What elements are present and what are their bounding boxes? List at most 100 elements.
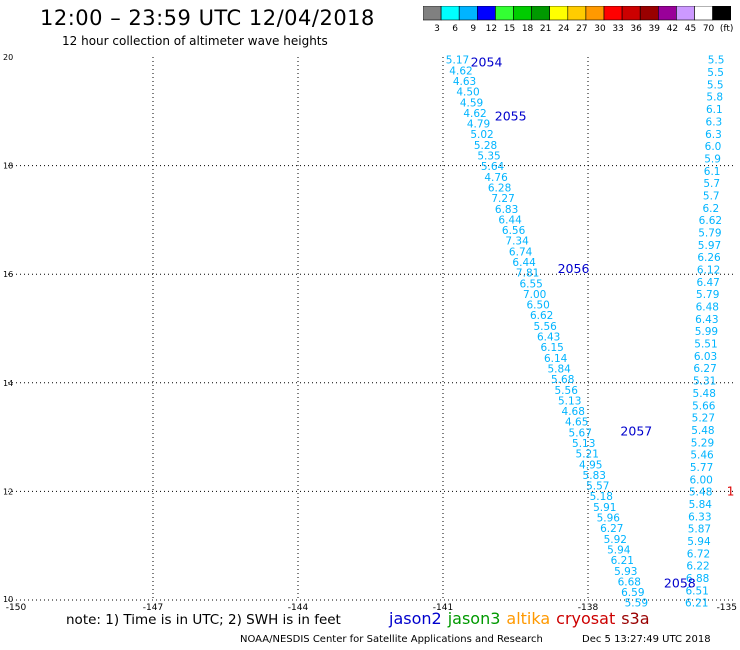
wave-height-label: 4.68	[562, 406, 585, 418]
wave-height-label: 6.62	[699, 215, 722, 227]
wave-height-label: 5.93	[614, 566, 637, 578]
wave-height-label: 6.21	[685, 598, 708, 610]
wave-height-label: 6.74	[509, 246, 533, 258]
colorbar-label: 3	[434, 24, 440, 34]
wave-height-label: 6.1	[706, 104, 723, 116]
wave-height-label: 5.99	[695, 326, 718, 338]
satellite-legend: jason2 jason3 altika cryosat s3a	[389, 609, 656, 628]
wave-height-label: 5.5	[707, 67, 724, 79]
wave-height-label: 5.94	[687, 536, 711, 548]
wave-height-label: 6.28	[488, 182, 511, 194]
wave-height-label: 4.79	[467, 119, 490, 131]
wave-height-label: 5.68	[551, 374, 574, 386]
wave-height-label: 7.00	[523, 289, 546, 301]
wave-height-label: 5.31	[693, 376, 716, 388]
wave-height-label: 5.5	[707, 79, 724, 91]
wave-height-label: 4.76	[484, 172, 508, 184]
y-tick-label: 14	[3, 379, 13, 388]
wave-height-label: 6.21	[611, 555, 634, 567]
colorbar-label: 45	[685, 24, 696, 34]
colorbar-label: (ft)	[720, 24, 733, 34]
wave-height-label: 5.27	[692, 413, 715, 425]
colorbar-label: 70	[703, 24, 715, 34]
wave-height-label: 5.96	[597, 513, 621, 525]
wave-height-label: 5.64	[481, 161, 505, 173]
wave-height-label: 5.79	[698, 227, 721, 239]
wave-height-label: 5.79	[696, 289, 719, 301]
wave-height-label: 6.00	[689, 474, 712, 486]
wave-height-label: 4.62	[463, 108, 486, 120]
y-tick-label: 10	[3, 595, 13, 604]
colorbar-label: 27	[576, 24, 587, 34]
wave-height-label: 6.15	[540, 342, 563, 354]
wave-height-label: 4.50	[456, 87, 479, 99]
wave-height-label: 5.18	[590, 491, 613, 503]
wave-height-label: 5.28	[474, 140, 497, 152]
wave-height-label: 5.9	[704, 153, 721, 165]
wave-height-label: 6.43	[537, 332, 560, 344]
pass-number-label: 2058	[664, 576, 696, 591]
wave-height-label: 5.84	[547, 363, 571, 375]
wave-height-label: 6.26	[697, 252, 721, 264]
colorbar-label: 9	[470, 24, 476, 34]
wave-height-label: 5.94	[607, 544, 631, 556]
wave-height-label: 5.51	[694, 339, 717, 351]
wave-height-label: 6.83	[495, 204, 518, 216]
wave-height-label: 6.48	[696, 302, 719, 314]
satellite-name-altika: altika	[506, 609, 551, 628]
wave-height-label: 4.59	[460, 97, 483, 109]
wave-height-label: 6.03	[694, 351, 717, 363]
wave-height-label: 6.59	[621, 587, 644, 599]
wave-height-label: 6.1	[704, 166, 721, 178]
wave-height-label: 6.14	[544, 353, 568, 365]
wave-height-label: 5.21	[576, 449, 599, 461]
x-tick-label: -150	[6, 603, 27, 612]
wave-height-label: 5.91	[593, 502, 616, 514]
satellite-name-jason3: jason3	[447, 609, 501, 628]
wave-height-label: 6.88	[686, 573, 709, 585]
wave-height-label: 5.92	[604, 534, 627, 546]
wave-height-label: 6.56	[502, 225, 526, 237]
wave-height-label: 5.83	[583, 470, 606, 482]
colorbar-label: 30	[594, 24, 606, 34]
wave-height-label: 5.59	[625, 598, 648, 610]
wave-height-label: 5.8	[706, 92, 723, 104]
wave-height-label: 4.63	[453, 76, 476, 88]
colorbar-label: 21	[540, 24, 551, 34]
wave-height-label: 6.50	[526, 300, 549, 312]
wave-height-label: 5.35	[477, 151, 500, 163]
wave-height-label: 5.84	[689, 499, 713, 511]
x-tick-label: -141	[433, 603, 453, 612]
colorbar-label: 33	[612, 24, 623, 34]
wave-height-label: 7.34	[505, 236, 529, 248]
wave-height-label: 5.56	[533, 321, 557, 333]
colorbar-label: 42	[667, 24, 678, 34]
wave-height-label: 7.27	[491, 193, 514, 205]
color-scale-legend: 3 6 9 12 15 18 21 24 27 30 33 36 39 42 45 70 (ft)	[423, 6, 733, 34]
pass-number-label: 2057	[620, 424, 652, 439]
colorbar-label: 39	[649, 24, 661, 34]
y-tick-label: 18	[3, 162, 13, 171]
wave-height-label: 4.65	[565, 417, 588, 429]
wave-height-label: 4.62	[449, 65, 472, 77]
wave-height-label: 6.3	[706, 116, 723, 128]
wave-height-label: 6.22	[686, 561, 709, 573]
colorbar-label: 18	[522, 24, 534, 34]
wave-height-label: 5.48	[689, 487, 712, 499]
wave-height-label: 6.51	[685, 585, 708, 597]
x-tick-label: -147	[143, 603, 163, 612]
colorbar-label: 15	[504, 24, 515, 34]
edge-pass-label: 1	[727, 484, 735, 498]
chart-subtitle: 12 hour collection of altimeter wave hei…	[62, 34, 328, 48]
wave-height-label: 6.27	[600, 523, 623, 535]
wave-height-label: 5.57	[586, 481, 609, 493]
wave-height-label: 5.77	[690, 462, 713, 474]
colorbar-label: 6	[452, 24, 458, 34]
wave-height-label: 6.12	[697, 265, 720, 277]
wave-height-label: 6.47	[696, 277, 719, 289]
wave-height-label: 5.29	[691, 437, 714, 449]
x-tick-label: -144	[288, 603, 309, 612]
wave-height-label: 5.7	[703, 178, 720, 190]
footnote: note: 1) Time is in UTC; 2) SWH is in fe…	[66, 612, 341, 628]
wave-height-label: 6.2	[702, 203, 719, 215]
